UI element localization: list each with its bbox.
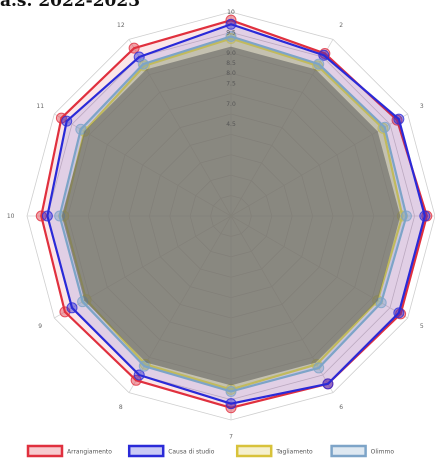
category-label: 8 — [119, 404, 123, 411]
radar-tick-labels: 4.5 7.0 7.5 8.0 8.5 9.0 9.5 10 — [226, 9, 236, 128]
data-point[interactable] — [379, 121, 391, 133]
data-point[interactable] — [400, 210, 412, 222]
data-point[interactable] — [393, 113, 405, 125]
data-point[interactable] — [41, 210, 53, 222]
radial-tick-label: 4.5 — [226, 121, 236, 128]
category-label: 3 — [420, 103, 424, 110]
legend-swatch — [330, 444, 367, 458]
category-label: 12 — [117, 22, 125, 29]
chart-title: a.s. 2022-2023 — [0, 0, 141, 11]
legend-swatch — [235, 444, 273, 458]
radial-tick-label: 7.5 — [226, 80, 236, 87]
legend-swatch — [127, 444, 165, 458]
category-label: 10 — [7, 213, 15, 220]
radial-tick-label: 9.5 — [226, 29, 236, 36]
legend-item[interactable]: Olimmo — [330, 444, 395, 458]
data-point[interactable] — [61, 115, 73, 127]
data-point[interactable] — [35, 210, 47, 222]
legend-label: Causa di studio — [168, 449, 215, 456]
radar-category-labels: 123456789101112 — [7, 22, 424, 440]
legend-item[interactable]: Causa di studio — [127, 444, 215, 458]
data-point[interactable] — [419, 210, 431, 222]
legend-item[interactable]: Arrangiamento — [26, 444, 112, 458]
data-point[interactable] — [138, 360, 150, 372]
center-shade — [61, 46, 401, 386]
legend-label: Tagliamento — [275, 449, 313, 456]
data-point[interactable] — [393, 307, 405, 319]
chart-legend[interactable]: Arrangiamento Causa di studio Tagliamento O… — [26, 444, 395, 458]
data-point[interactable] — [66, 302, 78, 314]
data-point[interactable] — [128, 42, 140, 54]
data-point[interactable] — [225, 30, 237, 42]
radar-series — [35, 14, 433, 414]
data-point[interactable] — [130, 374, 142, 386]
category-label: 6 — [339, 404, 343, 411]
radial-tick-label: 10 — [227, 9, 235, 16]
category-label: 5 — [420, 323, 424, 330]
legend-swatch — [26, 444, 64, 458]
data-point[interactable] — [225, 385, 237, 397]
data-point[interactable] — [75, 123, 87, 135]
category-label: 7 — [229, 433, 233, 440]
data-point[interactable] — [313, 362, 325, 374]
data-point[interactable] — [133, 369, 145, 381]
radial-tick-label: 7.0 — [226, 101, 236, 108]
legend-label: Olimmo — [371, 449, 395, 456]
radial-tick-label: 9.0 — [226, 50, 236, 57]
category-label: 9 — [38, 323, 42, 330]
radial-tick-label: 8.0 — [226, 70, 236, 77]
category-label: 2 — [339, 22, 343, 29]
data-point[interactable] — [375, 297, 387, 309]
legend-item[interactable]: Tagliamento — [235, 444, 313, 458]
data-point[interactable] — [225, 398, 237, 410]
legend-label: Arrangiamento — [67, 449, 112, 456]
data-point[interactable] — [313, 58, 325, 70]
data-point[interactable] — [225, 18, 237, 30]
category-label: 11 — [36, 103, 44, 110]
data-point[interactable] — [137, 58, 149, 70]
data-point[interactable] — [322, 378, 334, 390]
data-point[interactable] — [55, 112, 67, 124]
radial-tick-label: 8.5 — [226, 60, 236, 67]
data-point[interactable] — [318, 49, 330, 61]
